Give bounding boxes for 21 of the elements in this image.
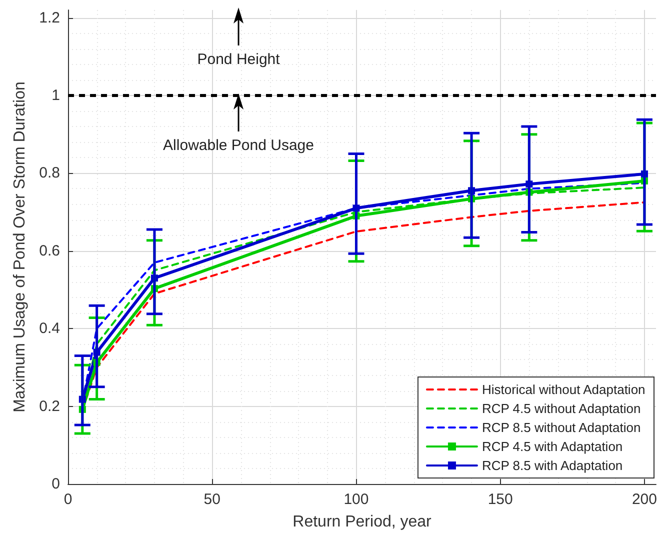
x-tick-label: 100 (344, 491, 369, 508)
y-tick-label: 0.2 (39, 398, 60, 415)
y-tick-label: 1 (52, 86, 60, 104)
legend-label: RCP 4.5 without Adaptation (482, 401, 641, 416)
y-tick-label: 0 (52, 476, 60, 492)
y-tick-label: 1.2 (39, 9, 60, 26)
x-tick-label: 150 (488, 491, 513, 508)
annotation: Pond Height (197, 50, 281, 68)
y-tick-label: 0.6 (39, 242, 60, 260)
legend-label: Historical without Adaptation (482, 382, 646, 397)
x-tick-label: 0 (64, 491, 72, 508)
x-tick-label: 200 (632, 491, 657, 508)
y-axis-title: Maximum Usage of Pond Over Storm Duration (12, 82, 28, 412)
legend-label: RCP 8.5 without Adaptation (482, 420, 641, 435)
y-tick-label: 0.8 (39, 164, 60, 182)
y-tick-label: 0.4 (39, 320, 60, 338)
annotation: Allowable Pond Usage (163, 136, 314, 154)
x-tick-label: 50 (204, 491, 220, 508)
legend-label: RCP 4.5 with Adaptation (482, 439, 623, 454)
legend-label: RCP 8.5 with Adaptation (482, 458, 623, 473)
x-axis-title: Return Period, year (292, 514, 432, 530)
